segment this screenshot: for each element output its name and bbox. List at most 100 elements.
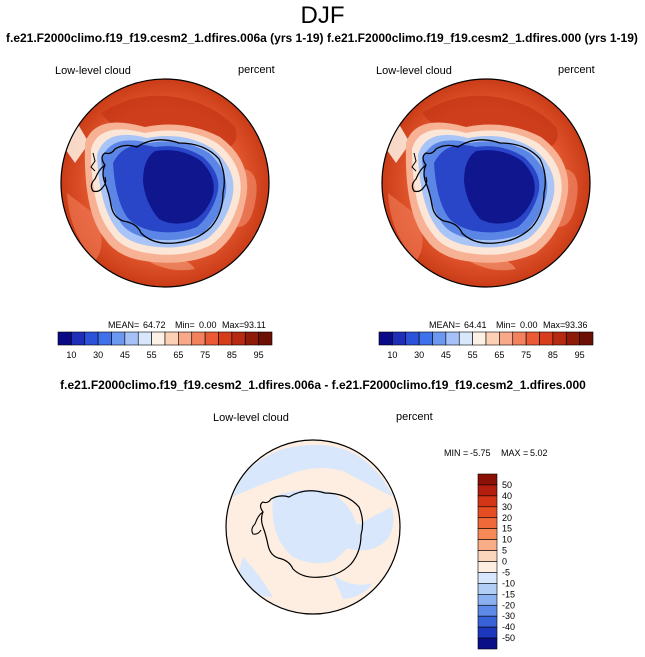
panel-1-colorbar-label-7: 95 (254, 350, 264, 360)
panel-2-colorbar-swatch-0 (378, 331, 393, 346)
diff-stats: MIN = -5.75 MAX = 5.02 (444, 448, 548, 458)
panel-1-colorbar-swatch-13 (231, 331, 246, 346)
panel-1-mean-label: MEAN= (108, 320, 139, 330)
diff-colorbar-swatch-11 (477, 594, 498, 606)
panel-1-colorbar: 10 30 45 55 65 75 85 95 (57, 331, 273, 360)
panel-1-colorbar-swatch-8 (164, 331, 179, 346)
diff-colorbar-swatch-2 (477, 495, 498, 508)
panel-2-colorbar-swatch-9 (499, 331, 514, 346)
panel-2-colorbar-swatch-6 (458, 331, 473, 346)
diff-colorbar-label-4: 15 (502, 524, 512, 534)
panel-1-min-label: Min= (175, 320, 195, 330)
panel-1-max-value: 93.11 (244, 320, 266, 330)
panel-1-colorbar-swatch-6 (137, 331, 152, 346)
diff-colorbar-label-5: 10 (502, 535, 512, 545)
panel-2-colorbar-label-4: 65 (494, 350, 504, 360)
panel-2-colorbar-label-3: 55 (468, 350, 478, 360)
diff-colorbar-swatch-6 (477, 539, 498, 551)
panel-1-colorbar-swatch-3 (97, 331, 112, 346)
diff-colorbar-label-12: -30 (502, 611, 515, 621)
panel-2-min-value: 0.00 (520, 320, 538, 330)
panel-1-title: f.e21.F2000climo.f19_f19.cesm2_1.dfires.… (6, 31, 324, 45)
diff-colorbar-label-14: -50 (502, 633, 515, 643)
panel-1-colorbar-label-6: 85 (227, 350, 237, 360)
panel-2-mean-value: 64.41 (464, 320, 487, 330)
diff-colorbar-label-13: -40 (502, 622, 515, 632)
diff-colorbar-swatch-5 (477, 528, 498, 540)
panel-1-colorbar-label-2: 45 (120, 350, 130, 360)
panel-1-colorbar-swatch-2 (84, 331, 99, 346)
panel-2-colorbar-label-7: 95 (575, 350, 585, 360)
panel-2-colorbar-label-2: 45 (441, 350, 451, 360)
diff-variable: Low-level cloud (213, 412, 289, 424)
panel-2-colorbar-swatch-5 (445, 331, 460, 346)
panel-1-max-label: Max= (222, 320, 244, 330)
diff-colorbar-label-10: -15 (502, 589, 515, 599)
panel-1-units: percent (238, 64, 275, 76)
panel-2-colorbar-swatch-8 (485, 331, 500, 346)
panel-1-colorbar-swatch-9 (178, 331, 193, 346)
map-panel-1 (60, 78, 270, 288)
panel-2-stats: MEAN= 64.41 Min= 0.00 Max= 93.36 (429, 320, 588, 330)
diff-colorbar-label-0: 50 (502, 480, 512, 490)
diff-colorbar-label-1: 40 (502, 491, 512, 501)
panel-1-colorbar-swatch-7 (151, 331, 166, 346)
diff-colorbar-label-8: -5 (502, 567, 510, 577)
panel-2-colorbar-swatch-10 (512, 331, 527, 346)
diff-colorbar-swatch-13 (477, 615, 498, 628)
panel-2-colorbar-label-6: 85 (548, 350, 558, 360)
panel-2-mean-label: MEAN= (429, 320, 460, 330)
diff-colorbar-swatch-15 (477, 637, 498, 650)
panel-2-colorbar-label-5: 75 (521, 350, 531, 360)
diff-colorbar-swatch-14 (477, 626, 498, 639)
diff-colorbar-swatch-10 (477, 583, 498, 595)
map-panel-2 (381, 78, 591, 288)
panel-1-colorbar-swatch-5 (124, 331, 139, 346)
panel-2-colorbar-swatch-12 (539, 331, 554, 346)
diff-colorbar-label-3: 20 (502, 513, 512, 523)
diff-max-value: 5.02 (530, 448, 548, 458)
panel-1-colorbar-label-1: 30 (93, 350, 103, 360)
panel-1-mean-value: 64.72 (143, 320, 166, 330)
diff-colorbar-swatch-12 (477, 604, 498, 617)
panel-2-variable: Low-level cloud (376, 65, 452, 77)
panel-2-colorbar-swatch-4 (432, 331, 447, 346)
panel-1-colorbar-label-4: 65 (173, 350, 183, 360)
diff-title: f.e21.F2000climo.f19_f19.cesm2_1.dfires.… (60, 378, 586, 392)
panel-1-colorbar-swatch-4 (111, 331, 126, 346)
panel-1-variable: Low-level cloud (55, 65, 131, 77)
panel-1-stats: MEAN= 64.72 Min= 0.00 Max= 93.11 (108, 320, 266, 330)
panel-2-colorbar-swatch-3 (418, 331, 433, 346)
diff-colorbar-label-7: 0 (502, 557, 507, 567)
panel-2-colorbar-swatch-13 (552, 331, 567, 346)
diff-colorbar-swatch-9 (477, 572, 498, 584)
panel-2-units: percent (558, 64, 595, 76)
panel-1-colorbar-label-0: 10 (66, 350, 76, 360)
panel-1-colorbar-swatch-1 (71, 331, 86, 346)
diff-colorbar-label-9: -10 (502, 578, 515, 588)
panel-1-colorbar-swatch-12 (218, 331, 233, 346)
map-difference (225, 439, 401, 615)
season-title: DJF (300, 2, 345, 29)
diff-colorbar-swatch-8 (477, 561, 498, 573)
diff-min-value: -5.75 (470, 448, 491, 458)
panel-2-colorbar-swatch-15 (579, 331, 594, 346)
panel-2-colorbar-swatch-1 (392, 331, 407, 346)
panel-1-colorbar-swatch-10 (191, 331, 206, 346)
panel-2-colorbar: 10 30 45 55 65 75 85 95 (378, 331, 594, 360)
diff-max-label: MAX = (501, 448, 528, 458)
panel-2-colorbar-label-0: 10 (387, 350, 397, 360)
panel-1-colorbar-swatch-11 (204, 331, 219, 346)
panel-2-max-label: Max= (543, 320, 565, 330)
panel-2-colorbar-label-1: 30 (414, 350, 424, 360)
panel-2-title: f.e21.F2000climo.f19_f19.cesm2_1.dfires.… (327, 31, 638, 45)
diff-colorbar-swatch-1 (477, 484, 498, 497)
diff-min-label: MIN = (444, 448, 468, 458)
diff-colorbar-swatch-4 (477, 517, 498, 529)
diff-units: percent (396, 411, 433, 423)
diff-colorbar-label-6: 5 (502, 546, 507, 556)
panel-1-colorbar-label-3: 55 (147, 350, 157, 360)
panel-1-colorbar-swatch-14 (244, 331, 259, 346)
